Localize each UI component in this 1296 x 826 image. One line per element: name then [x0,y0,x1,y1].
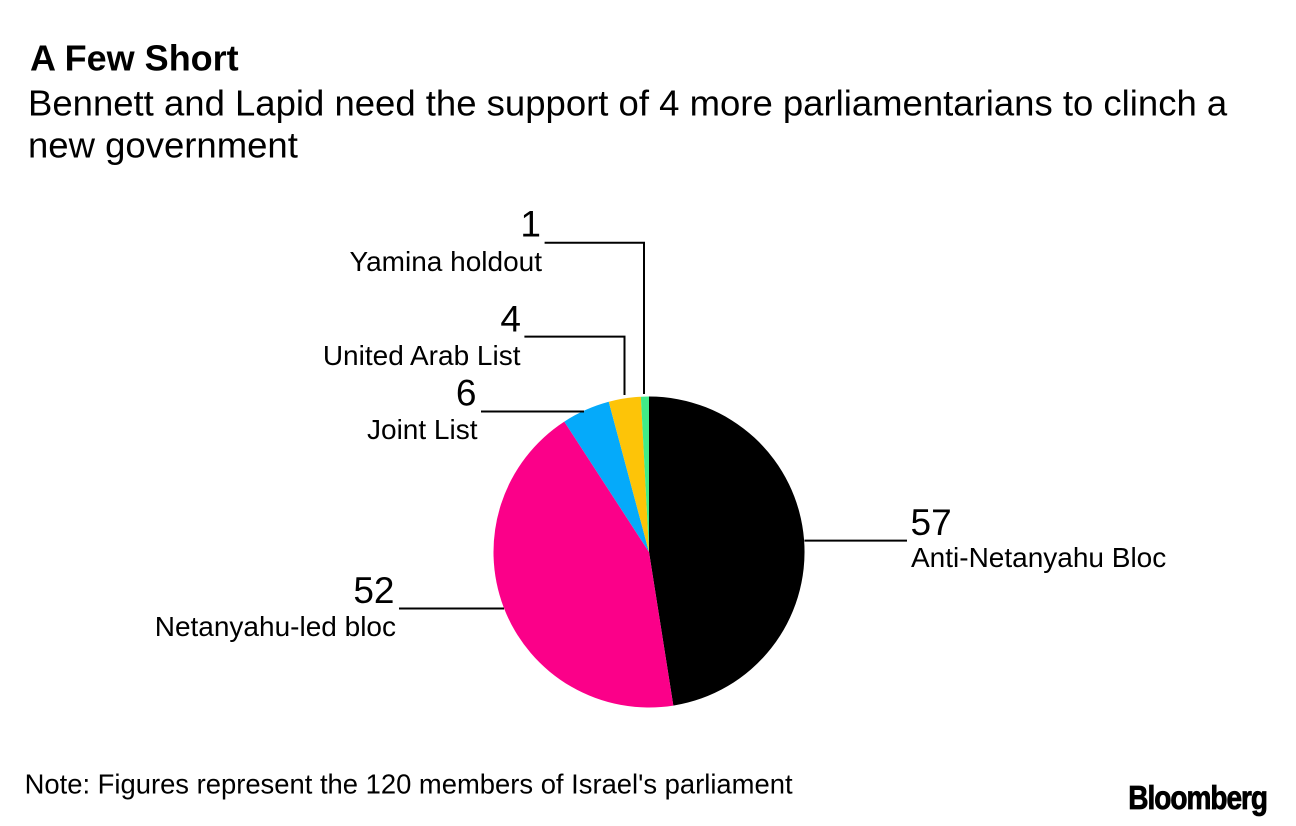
svg-text:6: 6 [456,373,477,414]
svg-text:Bennett and Lapid need the sup: Bennett and Lapid need the support of 4 … [28,83,1228,124]
svg-text:A Few Short: A Few Short [30,38,239,79]
svg-text:Anti-Netanyahu Bloc: Anti-Netanyahu Bloc [911,542,1166,573]
svg-text:4: 4 [500,299,521,340]
svg-text:1: 1 [520,204,541,245]
svg-text:57: 57 [911,502,952,543]
svg-text:United Arab List: United Arab List [323,340,521,371]
svg-text:52: 52 [353,570,394,611]
svg-text:Yamina holdout: Yamina holdout [350,246,543,277]
svg-text:Note: Figures represent the 12: Note: Figures represent the 120 members … [25,769,793,800]
svg-text:Bloomberg: Bloomberg [1128,780,1267,817]
svg-text:Netanyahu-led bloc: Netanyahu-led bloc [155,611,396,642]
svg-text:new government: new government [28,125,298,166]
svg-text:Joint List: Joint List [367,414,478,445]
